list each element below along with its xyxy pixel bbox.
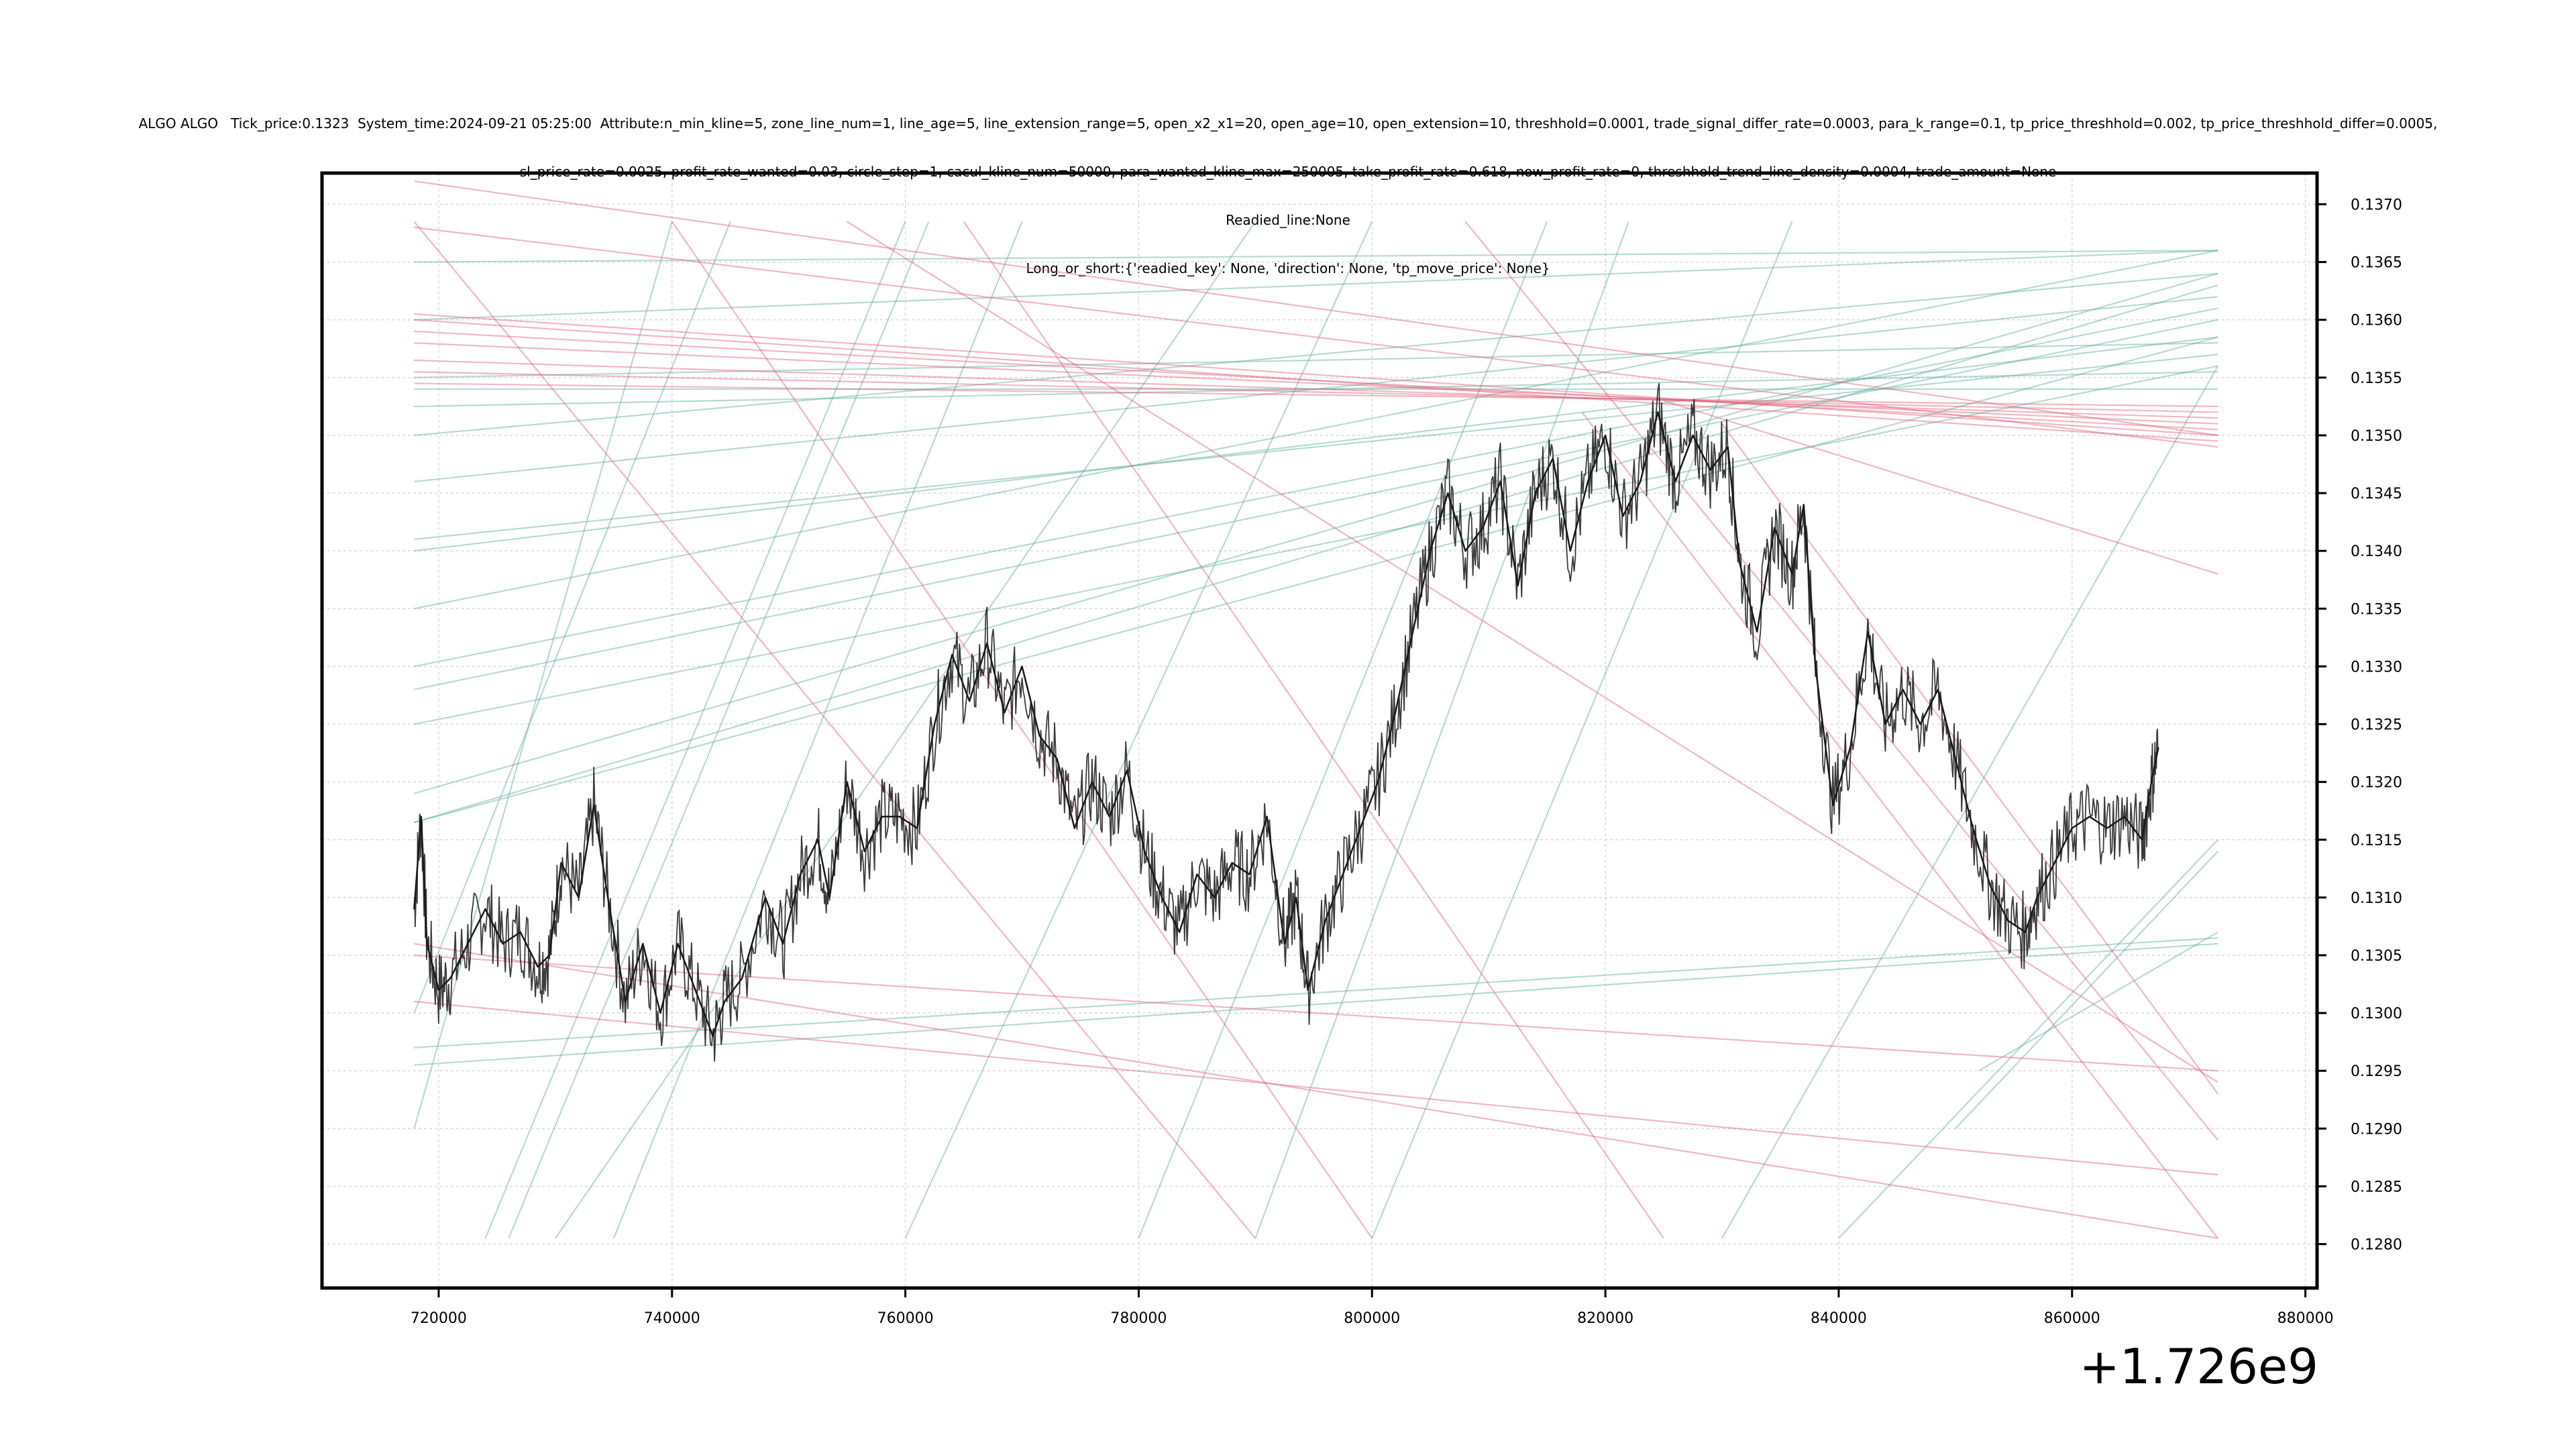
chart-title-line-4: Long_or_short:{'readied_key': None, 'dir… <box>1026 260 1550 276</box>
chart-title-line-3: Readied_line:None <box>1226 212 1350 228</box>
resistance-trend-line <box>414 342 2218 425</box>
resistance-trend-line <box>671 221 1373 1239</box>
x-tick-label: 840000 <box>1811 1310 1867 1327</box>
support-trend-line <box>414 365 2218 725</box>
resistance-trend-line <box>414 1000 2218 1176</box>
y-tick-label: 0.1340 <box>2351 543 2402 560</box>
support-trend-line <box>413 221 731 1014</box>
resistance-trend-line <box>414 319 2218 442</box>
grid-layer <box>322 173 2317 1288</box>
x-tick-label: 780000 <box>1110 1310 1167 1327</box>
resistance-trend-line <box>414 954 2218 1072</box>
support-trend-line <box>1978 931 2218 1072</box>
y-tick-label: 0.1315 <box>2351 833 2402 849</box>
y-tick-label: 0.1335 <box>2351 601 2402 618</box>
resistance-trend-line <box>414 330 2218 431</box>
support-trend-line <box>414 307 2218 667</box>
y-tick-label: 0.1325 <box>2351 717 2402 734</box>
support-trend-line <box>414 250 2218 263</box>
resistance-trend-line <box>1464 221 2219 1141</box>
support-trend-line <box>414 336 2218 552</box>
resistance-trend-line <box>1663 400 2218 575</box>
resistance-trend-line <box>414 180 2218 437</box>
support-trend-line <box>414 272 2218 437</box>
support-trend-line <box>1138 221 1548 1239</box>
resistance-trend-line <box>414 226 2218 448</box>
y-axis: 0.1280 0.1285 0.1290 0.1295 0.1300 0.1305 0.13… <box>2317 197 2402 1254</box>
y-tick-label: 0.1345 <box>2351 486 2402 502</box>
support-trend-line <box>1721 366 2219 1239</box>
support-trend-line <box>414 272 2218 794</box>
y-tick-label: 0.1280 <box>2351 1237 2402 1254</box>
y-tick-label: 0.1365 <box>2351 255 2402 272</box>
support-trend-line <box>414 342 2218 378</box>
price-noise-line <box>413 383 2159 1062</box>
support-trend-line <box>508 221 930 1239</box>
support-trend-line <box>1838 839 2218 1239</box>
plot-frame <box>320 171 2319 1290</box>
support-trend-line <box>414 250 2218 610</box>
support-trend-line <box>414 319 2218 690</box>
support-trend-line <box>414 284 2218 823</box>
resistance-trend-line <box>414 382 2218 408</box>
support-trend-line <box>554 221 1256 1239</box>
support-trend-line <box>484 221 906 1239</box>
support-trend-line <box>414 354 2218 541</box>
y-tick-label: 0.1330 <box>2351 659 2402 676</box>
y-tick-label: 0.1295 <box>2351 1063 2402 1080</box>
x-tick-label: 760000 <box>877 1310 934 1327</box>
support-trend-line <box>612 221 1023 1239</box>
resistance-trend-line <box>1581 411 2219 1239</box>
y-tick-label: 0.1300 <box>2351 1006 2402 1022</box>
resistance-trend-line <box>414 943 2218 1240</box>
support-trend-line <box>1371 221 1793 1239</box>
resistance-trend-line <box>414 371 2218 413</box>
support-trend-line <box>904 221 1373 1239</box>
support-trend-line <box>414 371 2218 408</box>
y-tick-label: 0.1310 <box>2351 890 2402 907</box>
y-tick-label: 0.1290 <box>2351 1121 2402 1138</box>
y-tick-label: 0.1285 <box>2351 1179 2402 1195</box>
x-tick-label: 820000 <box>1577 1310 1633 1327</box>
x-tick-label: 740000 <box>644 1310 700 1327</box>
support-trend-lines <box>413 221 2219 1239</box>
support-trend-line <box>1254 221 1629 1239</box>
price-series <box>413 383 2159 1062</box>
resistance-trend-line <box>963 221 1664 1239</box>
x-axis-offset-label: +1.726e9 <box>2079 1338 2318 1395</box>
resistance-trend-line <box>847 221 2218 1083</box>
x-tick-label: 800000 <box>1344 1310 1400 1327</box>
resistance-trend-line <box>413 221 1256 1239</box>
support-trend-line <box>414 250 2218 321</box>
y-tick-label: 0.1305 <box>2351 948 2402 965</box>
resistance-trend-line <box>414 359 2218 419</box>
support-trend-line <box>1955 851 2218 1130</box>
chart-title-line-1: ALGO ALGO Tick_price:0.1323 System_time:… <box>138 115 2438 131</box>
support-trend-line <box>414 336 2218 823</box>
x-axis: 720000 740000 760000 780000 800000 820000 8400… <box>411 1288 2334 1327</box>
x-tick-label: 720000 <box>411 1310 467 1327</box>
x-tick-label: 860000 <box>2044 1310 2100 1327</box>
y-tick-label: 0.1355 <box>2351 370 2402 387</box>
resistance-trend-line <box>414 313 2218 437</box>
resistance-trend-lines <box>413 180 2219 1240</box>
x-tick-label: 880000 <box>2277 1310 2334 1327</box>
y-tick-label: 0.1360 <box>2351 313 2402 329</box>
resistance-trend-line <box>1721 423 2219 1095</box>
y-tick-label: 0.1320 <box>2351 775 2402 792</box>
y-tick-label: 0.1350 <box>2351 428 2402 445</box>
support-trend-line <box>414 296 2218 482</box>
y-tick-label: 0.1370 <box>2351 197 2402 214</box>
